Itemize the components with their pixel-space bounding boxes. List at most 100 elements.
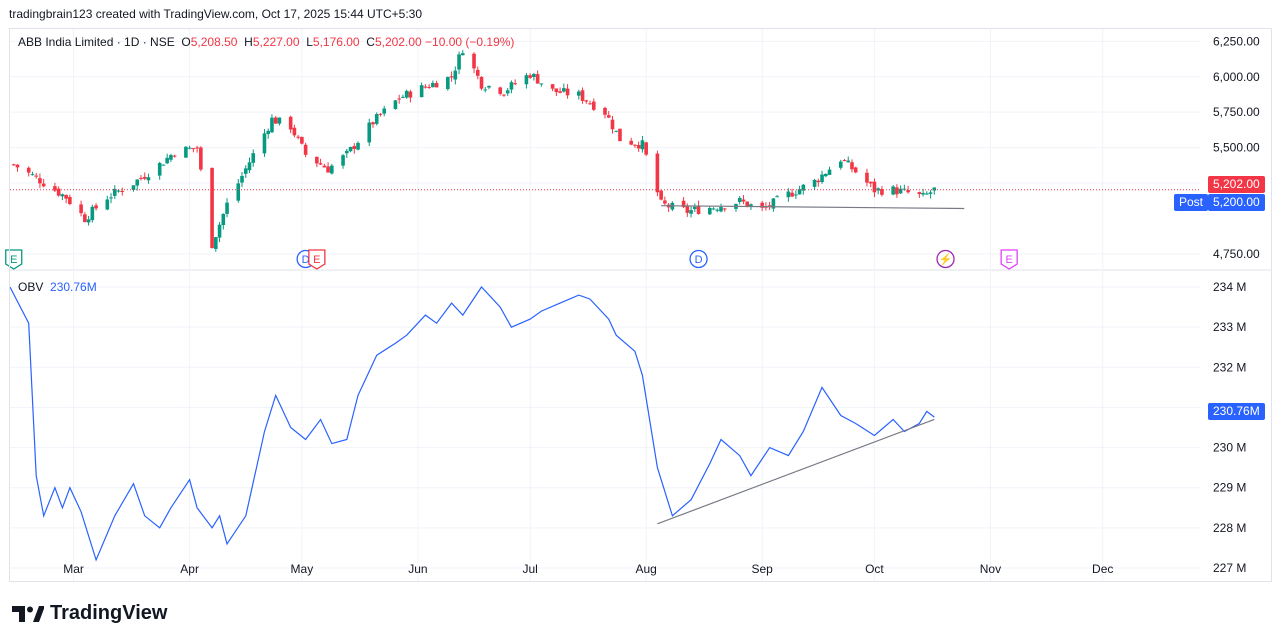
candle-body [827, 169, 832, 175]
candle-body [187, 147, 192, 149]
candle-body [715, 209, 720, 211]
candle-body [146, 177, 151, 181]
candle-body [214, 237, 218, 249]
candle-body [741, 199, 746, 202]
candle-body [472, 53, 476, 69]
candle-body [300, 136, 304, 144]
candle-body [902, 188, 907, 190]
candle-body [562, 88, 566, 92]
symbol-legend[interactable]: ABB India Limited · 1D · NSE O5,208.50 H… [18, 35, 515, 49]
candle-body [53, 186, 57, 191]
candle-body [251, 153, 256, 163]
candle-body [932, 187, 937, 191]
obv-tick-label: 227 M [1213, 561, 1246, 575]
candle-body [266, 130, 271, 134]
candle-body [659, 190, 663, 200]
candle-body [161, 164, 166, 166]
candle-body [427, 86, 431, 88]
candle-body [558, 91, 562, 93]
candle-body [610, 119, 615, 130]
candle-body [296, 136, 300, 138]
close-value: 5,202.00 [374, 35, 422, 49]
candle-body [633, 144, 637, 146]
open-value: 5,208.50 [190, 35, 238, 49]
candle-body [577, 91, 581, 96]
event-marker-label: D [695, 254, 703, 266]
candle-body [326, 166, 330, 173]
candle-body [374, 114, 379, 124]
candle-body [221, 213, 226, 226]
event-marker-label: E [313, 254, 320, 266]
obv-tick-label: 233 M [1213, 320, 1246, 334]
candle-body [270, 117, 274, 133]
candle-body [38, 178, 42, 184]
candle-body [112, 188, 117, 196]
candle-body [64, 194, 68, 199]
candle-body [524, 75, 529, 85]
chart-attribution: tradingbrain123 created with TradingView… [9, 7, 423, 21]
candle-body [891, 186, 895, 195]
candle-body [195, 147, 199, 149]
candle-body [397, 98, 401, 100]
change-value: −10.00 (−0.19%) [425, 35, 515, 49]
candle-body [771, 198, 776, 209]
candle-body [846, 160, 851, 163]
candle-body [876, 188, 880, 191]
price-tick-label: 6,250.00 [1213, 34, 1260, 48]
candle-body [210, 167, 214, 249]
candle-body [925, 193, 929, 195]
candle-body [895, 187, 899, 195]
candle-body [288, 116, 293, 130]
candle-body [15, 164, 20, 168]
x-tick-label: Mar [63, 562, 84, 576]
candlestick-series [10, 50, 1200, 252]
candle-body [850, 162, 854, 170]
candle-body [68, 197, 72, 205]
candle-body [790, 192, 794, 197]
candle-body [240, 175, 244, 183]
candle-body [565, 88, 570, 96]
candle-body [105, 199, 110, 210]
candle-body [767, 205, 772, 207]
candle-body [498, 87, 503, 94]
candle-body [457, 54, 461, 70]
candle-body [693, 206, 697, 210]
candle-body [109, 197, 113, 199]
chart-grid [10, 29, 1272, 581]
x-tick-label: Jul [522, 562, 537, 576]
candle-body [640, 140, 645, 150]
candle-body [644, 142, 648, 155]
candle-body [505, 90, 510, 94]
obv-legend[interactable]: OBV 230.76M [18, 280, 97, 294]
candle-body [917, 192, 922, 195]
candle-body [378, 113, 383, 115]
candle-body [460, 53, 465, 56]
candle-body [689, 210, 693, 214]
candle-body [794, 194, 798, 196]
obv-label: OBV [18, 280, 44, 294]
candle-body [318, 163, 323, 165]
candle-body [487, 85, 491, 88]
last-price-tag: 5,202.00 [1208, 176, 1265, 193]
event-marker-label: E [10, 254, 17, 266]
candle-body [79, 204, 83, 214]
x-tick-label: May [291, 562, 314, 576]
candle-body [139, 177, 143, 179]
candle-body [502, 94, 506, 96]
tradingview-logo[interactable]: TradingView [12, 602, 167, 625]
candle-body [356, 142, 360, 150]
candle-body [820, 174, 824, 183]
obv-trendline [657, 418, 935, 525]
price-trendline [661, 205, 965, 210]
candle-body [745, 201, 750, 207]
candle-body [636, 145, 641, 149]
obv-tick-label: 232 M [1213, 360, 1246, 374]
obv-last-tag: 230.76M [1208, 403, 1265, 420]
candle-body [434, 83, 439, 88]
x-tick-label: Sep [751, 562, 773, 576]
split-marker [936, 249, 955, 269]
candle-body [535, 74, 540, 84]
candle-body [539, 83, 544, 85]
candle-body [367, 122, 372, 143]
